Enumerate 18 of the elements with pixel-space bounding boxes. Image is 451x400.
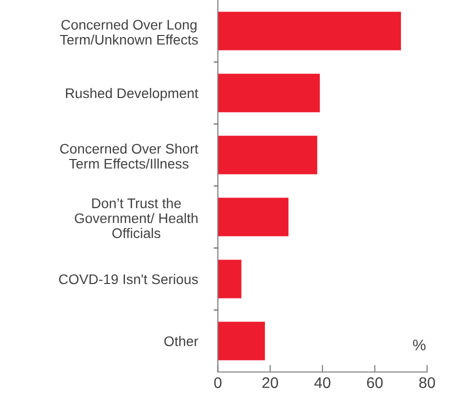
y-tick-label: COVD-19 Isn't Serious [59, 274, 198, 284]
x-tick-label: 20 [262, 377, 278, 388]
y-tick-label: Don’t Trust the Government/ Health Officials [74, 198, 198, 238]
x-tick-label: 40 [314, 377, 330, 388]
x-tick-label: 0 [214, 377, 222, 388]
bar [218, 12, 401, 50]
bar [218, 198, 288, 236]
bar [218, 260, 242, 298]
y-tick-label: Rushed Development [66, 88, 198, 101]
bar [218, 136, 318, 174]
bar [218, 74, 320, 112]
y-tick-label: Concerned Over Short Term Effects/Illness [60, 143, 198, 169]
bar [218, 322, 265, 360]
annotation: % [413, 340, 426, 350]
y-tick-label: Concerned Over Long Term/Unknown Effects [60, 19, 198, 45]
x-tick-label: 60 [367, 377, 383, 388]
x-tick-label: 80 [419, 377, 435, 388]
y-tick-label: Other [164, 336, 198, 346]
